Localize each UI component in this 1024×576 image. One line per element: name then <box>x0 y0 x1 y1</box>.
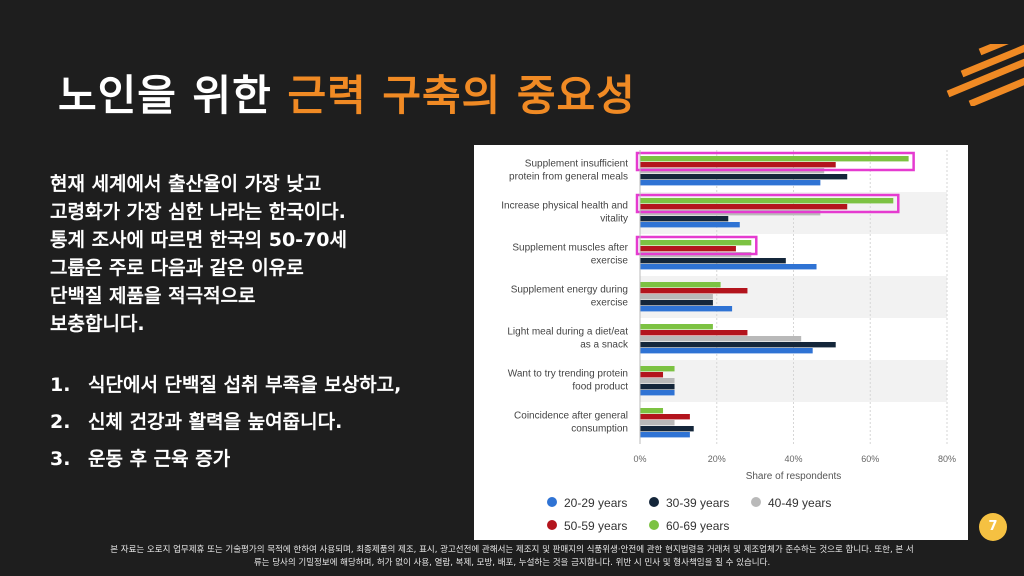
y-category-label: as a snack <box>580 340 629 351</box>
bar <box>640 294 713 300</box>
chart-card: 0% 20% 40% 60% 80% Share of respondents Supple… <box>474 145 968 540</box>
bar <box>640 264 817 270</box>
y-category-label: Coincidence after general <box>514 411 628 422</box>
y-category-label: protein from general meals <box>509 172 628 183</box>
bar <box>640 324 713 330</box>
bar <box>640 414 690 420</box>
bar <box>640 258 786 264</box>
x-axis-title: Share of respondents <box>746 471 842 482</box>
title-main: 노인을 위한 <box>58 71 288 120</box>
bar <box>640 342 836 348</box>
y-category-label: Supplement energy during <box>511 285 628 296</box>
highlight-box <box>635 151 915 172</box>
list-text: 운동 후 근육 증가 <box>88 448 231 470</box>
y-category-label: Want to try trending protein <box>508 369 628 380</box>
highlight-box <box>635 235 758 256</box>
bar <box>640 222 740 228</box>
legend-label: 60-69 years <box>666 519 729 533</box>
bar <box>640 246 736 252</box>
bar <box>640 384 675 390</box>
bar <box>640 240 752 246</box>
legend-marker <box>547 520 557 530</box>
footer-disclaimer: 본 자료는 오로지 업무제휴 또는 기술평가의 목적에 한하여 사용되며, 최종… <box>0 544 1024 570</box>
legend-marker <box>649 497 659 507</box>
legend-marker <box>649 520 659 530</box>
bar <box>640 420 675 426</box>
bar <box>640 306 733 312</box>
y-category-label: Supplement muscles after <box>512 243 628 254</box>
bar <box>640 174 848 180</box>
footer-line-1: 본 자료는 오로지 업무제휴 또는 기술평가의 목적에 한하여 사용되며, 최종… <box>110 545 914 555</box>
bar <box>640 156 909 162</box>
decorative-stripes-icon <box>946 44 1024 106</box>
y-category-label: exercise <box>591 298 629 309</box>
intro-text: 현재 세계에서 출산율이 가장 낮고 고령화가 가장 심한 나라는 한국이다. … <box>50 173 347 335</box>
bar <box>640 432 690 438</box>
legend-marker <box>547 497 557 507</box>
intro-paragraph: 현재 세계에서 출산율이 가장 낮고 고령화가 가장 심한 나라는 한국이다. … <box>50 170 440 338</box>
y-category-label: Supplement insufficient <box>525 159 628 170</box>
x-tick-label: 20% <box>708 454 726 464</box>
bar <box>640 198 894 204</box>
y-category-label: consumption <box>571 424 628 435</box>
legend-label: 20-29 years <box>564 496 627 510</box>
bar <box>640 366 675 372</box>
bar <box>640 216 729 222</box>
bar <box>640 204 848 210</box>
list-item: 3. 운동 후 근육 증가 <box>50 446 450 473</box>
x-tick-label: 40% <box>784 454 802 464</box>
y-category-label: food product <box>572 382 628 393</box>
y-category-label: exercise <box>591 256 629 267</box>
y-category-label: Increase physical health and <box>501 201 628 212</box>
bar <box>640 348 813 354</box>
bar <box>640 282 721 288</box>
legend-label: 40-49 years <box>768 496 831 510</box>
bar <box>640 390 675 396</box>
x-tick-label: 80% <box>938 454 956 464</box>
slide-title: 노인을 위한 근력 구축의 중요성 <box>58 62 636 123</box>
footer-line-2: 류는 당사의 기밀정보에 해당하며, 허가 없이 사용, 열람, 복제, 모방,… <box>253 558 771 568</box>
x-tick-label: 0% <box>633 454 646 464</box>
reasons-list: 1. 식단에서 단백질 섭취 부족을 보상하고, 2. 신체 건강과 활력을 높… <box>50 372 450 483</box>
title-accent: 근력 구축의 중요성 <box>287 71 636 120</box>
legend-label: 30-39 years <box>666 496 729 510</box>
highlight-box <box>635 193 900 214</box>
legend-label: 50-59 years <box>564 519 627 533</box>
y-category-label: Light meal during a diet/eat <box>507 327 628 338</box>
bar <box>640 336 802 342</box>
list-number: 1. <box>50 374 71 396</box>
list-number: 2. <box>50 411 71 433</box>
page-number-badge: 7 <box>979 513 1007 541</box>
bar <box>640 162 836 168</box>
bar <box>640 408 664 414</box>
list-item: 2. 신체 건강과 활력을 높여줍니다. <box>50 409 450 436</box>
bar <box>640 300 713 306</box>
bar <box>640 330 748 336</box>
bar-chart: 0% 20% 40% 60% 80% Share of respondents Supple… <box>501 150 956 533</box>
list-text: 신체 건강과 활력을 높여줍니다. <box>88 411 343 433</box>
list-item: 1. 식단에서 단백질 섭취 부족을 보상하고, <box>50 372 450 399</box>
y-category-label: vitality <box>600 214 628 225</box>
list-text: 식단에서 단백질 섭취 부족을 보상하고, <box>88 374 402 396</box>
bar <box>640 378 675 384</box>
legend-marker <box>751 497 761 507</box>
bar <box>640 372 664 378</box>
bar <box>640 426 694 432</box>
bar <box>640 288 748 294</box>
x-tick-label: 60% <box>861 454 879 464</box>
list-number: 3. <box>50 448 71 470</box>
bar <box>640 180 821 186</box>
